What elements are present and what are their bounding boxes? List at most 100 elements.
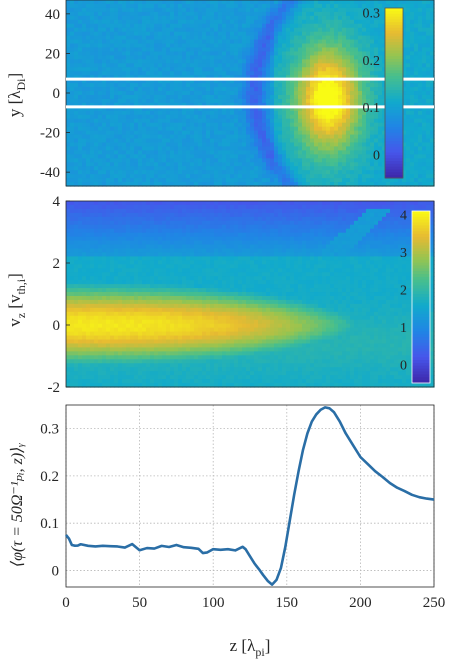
density-heatmap-cell [70, 27, 75, 33]
density-heatmap-cell [70, 3, 75, 9]
density-colorbar-segment [385, 161, 403, 165]
density-heatmap-cell [138, 170, 143, 175]
density-heatmap-cell [74, 83, 79, 88]
density-heatmap-cell [150, 87, 155, 92]
density-heatmap-cell [278, 98, 283, 104]
density-heatmap-cell [170, 11, 175, 17]
density-heatmap-cell [426, 19, 431, 25]
phase-space-heatmap-cell [86, 363, 91, 368]
density-heatmap-cell [158, 67, 163, 72]
density-heatmap-cell [330, 0, 335, 5]
density-heatmap-cell [350, 11, 355, 17]
density-heatmap-cell [130, 182, 135, 187]
density-heatmap-cell [174, 31, 179, 37]
density-heatmap-cell [306, 130, 311, 136]
density-heatmap-cell [246, 3, 251, 9]
phase-space-heatmap-cell [78, 375, 83, 380]
phase-space-heatmap-cell [110, 347, 115, 352]
density-heatmap-cell [222, 79, 227, 84]
density-heatmap-cell [382, 162, 387, 167]
density-heatmap-cell [370, 150, 375, 155]
phase-space-heatmap-cell [66, 232, 71, 238]
phase-space-heatmap-cell [102, 280, 107, 285]
density-heatmap-cell [174, 75, 179, 80]
density-heatmap-cell [142, 174, 147, 179]
density-heatmap-cell [90, 11, 95, 17]
density-heatmap-cell [202, 150, 207, 155]
density-heatmap-cell [418, 150, 423, 155]
density-heatmap-cell [86, 55, 91, 60]
density-heatmap-cell [358, 94, 363, 100]
density-heatmap-cell [426, 174, 431, 179]
density-heatmap-cell [70, 158, 75, 163]
density-heatmap-cell [426, 43, 431, 49]
density-heatmap-cell [126, 35, 131, 41]
density-heatmap-cell [138, 23, 143, 29]
density-heatmap-cell [406, 91, 411, 96]
density-heatmap-cell [286, 126, 291, 132]
density-heatmap-cell [230, 98, 235, 104]
density-heatmap-cell [250, 94, 255, 100]
density-heatmap-cell [410, 146, 415, 151]
density-heatmap-cell [90, 55, 95, 60]
density-colorbar-frame [384, 7, 404, 179]
density-heatmap-cell [78, 51, 83, 57]
density-heatmap-cell [370, 158, 375, 163]
density-heatmap-cell [410, 83, 415, 88]
density-heatmap-cell [198, 166, 203, 171]
density-heatmap-cell [278, 122, 283, 128]
density-heatmap-cell [86, 174, 91, 179]
density-heatmap-cell [98, 170, 103, 175]
phase-space-heatmap-cell [110, 367, 115, 372]
density-heatmap-cell [206, 7, 211, 13]
density-heatmap-cell [286, 3, 291, 9]
density-heatmap-cell [286, 174, 291, 179]
density-heatmap-cell [334, 23, 339, 29]
phase-space-heatmap-cell [98, 276, 103, 281]
density-heatmap-cell [358, 122, 363, 128]
density-heatmap-cell [354, 59, 359, 64]
density-heatmap-cell [230, 142, 235, 148]
density-heatmap-cell [302, 15, 307, 21]
density-heatmap-cell [110, 134, 115, 140]
density-colorbar-segment [385, 135, 403, 139]
phase-space-heatmap-cell [106, 331, 111, 337]
density-heatmap-cell [106, 47, 111, 53]
density-heatmap-cell [182, 154, 187, 159]
density-heatmap-cell [422, 23, 427, 29]
density-heatmap-cell [258, 0, 263, 5]
density-heatmap-cell [354, 110, 359, 116]
density-heatmap-cell [238, 59, 243, 64]
density-heatmap-cell [98, 158, 103, 163]
density-heatmap-cell [154, 27, 159, 33]
density-heatmap-cell [290, 63, 295, 68]
density-heatmap-cell [314, 126, 319, 132]
density-heatmap-cell [266, 35, 271, 41]
phase-space-heatmap-cell [74, 212, 79, 218]
density-heatmap-cell [318, 3, 323, 9]
density-heatmap-cell [198, 35, 203, 41]
density-heatmap-cell [318, 19, 323, 25]
density-heatmap-cell [350, 67, 355, 72]
density-heatmap-cell [218, 94, 223, 100]
phase-space-heatmap-cell [114, 292, 119, 297]
density-heatmap-cell [138, 122, 143, 128]
density-heatmap-cell [330, 23, 335, 29]
density-heatmap-cell [78, 75, 83, 80]
density-heatmap-cell [334, 27, 339, 33]
density-heatmap-cell [362, 67, 367, 72]
density-heatmap-cell [298, 59, 303, 64]
density-heatmap-cell [210, 162, 215, 167]
density-heatmap-cell [290, 87, 295, 92]
density-heatmap-cell [162, 94, 167, 100]
density-colorbar-segment [385, 138, 403, 142]
density-heatmap-cell [302, 75, 307, 80]
phase-space-heatmap-cell [110, 335, 115, 341]
density-heatmap-cell [302, 166, 307, 171]
density-heatmap-cell [370, 35, 375, 41]
density-heatmap-cell [70, 15, 75, 21]
density-heatmap-cell [246, 106, 251, 112]
density-heatmap-cell [302, 63, 307, 68]
density-heatmap-cell [110, 94, 115, 100]
density-heatmap-cell [226, 19, 231, 25]
